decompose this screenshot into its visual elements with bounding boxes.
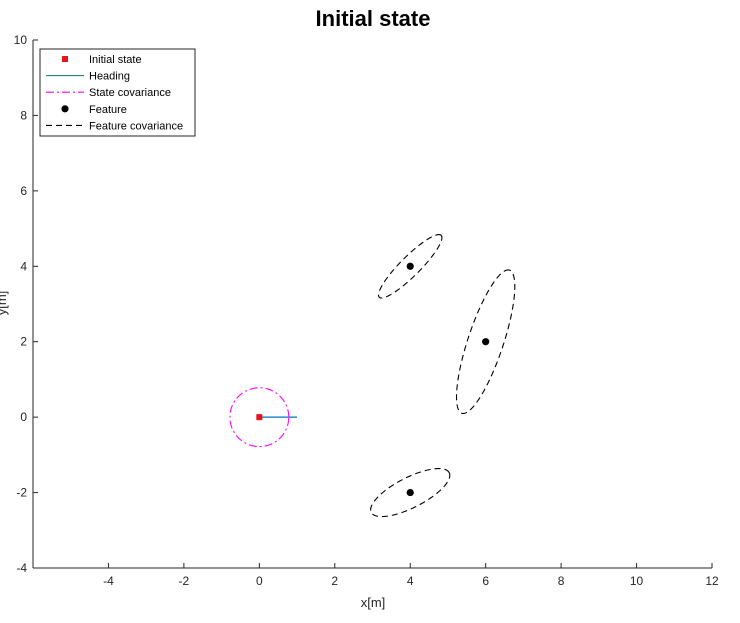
- y-tick-label: 4: [20, 259, 27, 273]
- y-tick-label: 2: [20, 335, 27, 349]
- legend-label: Feature covariance: [89, 120, 183, 132]
- x-tick-label: 10: [630, 574, 644, 588]
- y-tick-label: 8: [20, 108, 27, 122]
- x-tick-label: 2: [331, 574, 338, 588]
- legend-swatch-initial-state: [62, 56, 68, 62]
- feature-point: [406, 262, 414, 270]
- axes: -4 -2 0 2 4 6 8 10 12 -4 -2 0 2 4 6 8 10: [14, 33, 719, 588]
- x-tick-label: 0: [256, 574, 263, 588]
- legend-label: Initial state: [89, 54, 142, 66]
- y-tick-label: 0: [20, 410, 27, 424]
- x-tick-label: 6: [482, 574, 489, 588]
- x-axis-label: x[m]: [361, 595, 386, 610]
- state-covariance-ellipse: [229, 387, 290, 448]
- chart-title: Initial state: [316, 6, 431, 31]
- legend-label: Heading: [89, 71, 130, 83]
- x-tick-label: 4: [407, 574, 414, 588]
- feature-point: [482, 338, 490, 346]
- legend-label: Feature: [89, 104, 127, 116]
- y-tick-label: 10: [14, 33, 28, 47]
- y-tick-label: -4: [16, 561, 27, 575]
- legend-swatch-feature: [61, 105, 69, 113]
- feature-point: [406, 488, 414, 497]
- feature-covariance-ellipse: [455, 269, 516, 415]
- y-tick-label: -2: [16, 486, 27, 500]
- x-tick-label: -2: [179, 574, 190, 588]
- x-tick-label: 12: [705, 574, 719, 588]
- feature-covariance-ellipse: [377, 234, 443, 299]
- x-tick-label: 8: [558, 574, 565, 588]
- legend-label: State covariance: [89, 87, 171, 99]
- legend: Initial state Heading State covariance Feat…: [39, 48, 196, 137]
- y-tick-label: 6: [20, 184, 27, 198]
- x-tick-label: -4: [103, 574, 114, 588]
- y-axis-label: y[m]: [0, 291, 9, 316]
- initial-state-marker: [256, 414, 263, 421]
